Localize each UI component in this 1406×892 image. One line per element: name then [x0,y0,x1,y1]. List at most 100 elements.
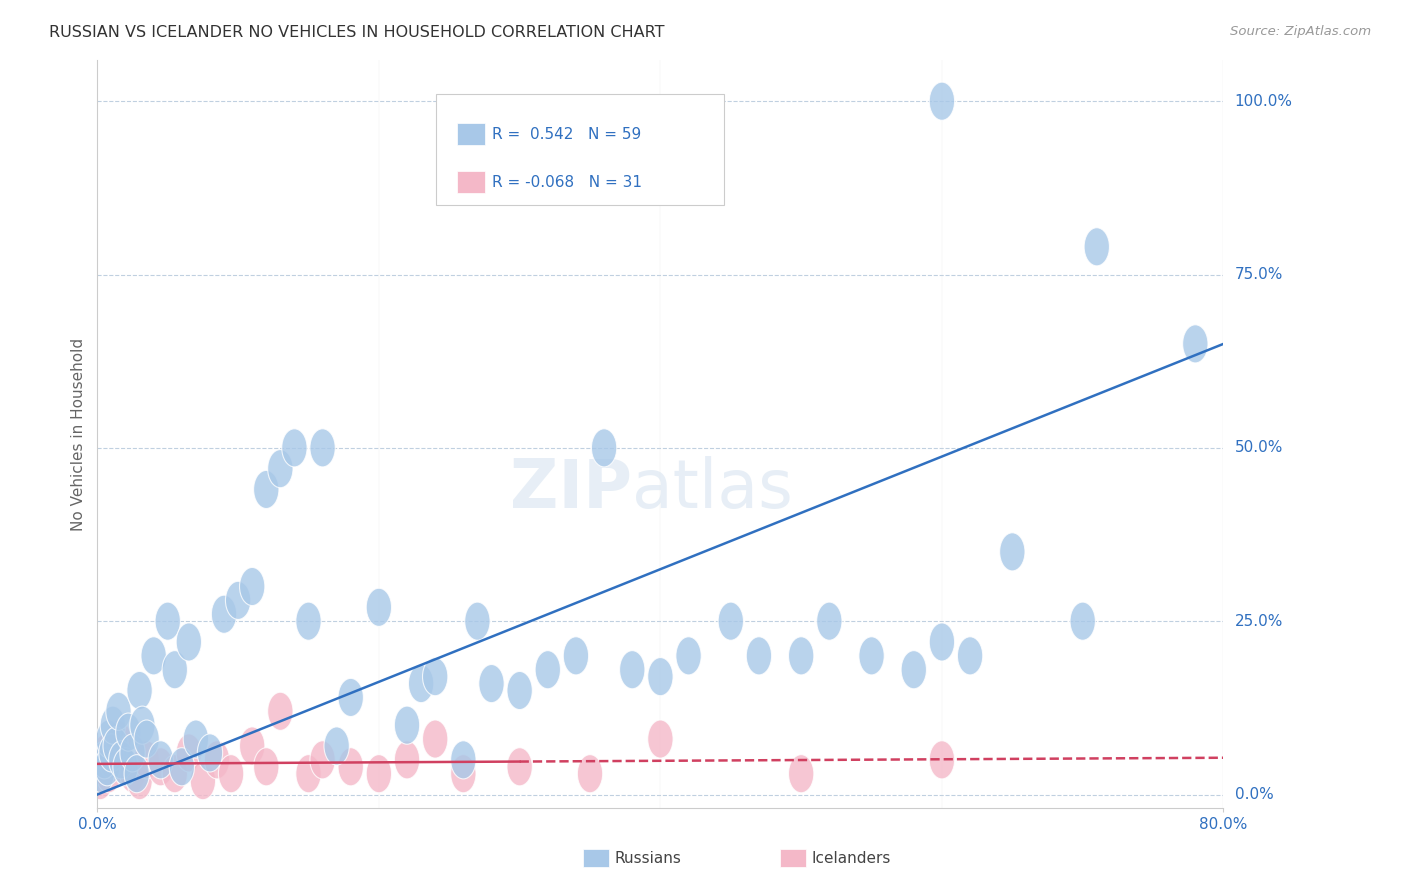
Ellipse shape [620,650,645,689]
Y-axis label: No Vehicles in Household: No Vehicles in Household [72,337,86,531]
Ellipse shape [479,665,505,703]
Ellipse shape [592,429,617,467]
Ellipse shape [204,740,229,779]
Ellipse shape [91,740,117,779]
Ellipse shape [96,720,121,758]
Ellipse shape [1070,602,1095,640]
Ellipse shape [120,734,145,772]
Ellipse shape [90,747,115,786]
Text: atlas: atlas [633,457,793,523]
Ellipse shape [218,755,243,793]
Text: Russians: Russians [614,851,682,865]
Ellipse shape [323,727,349,765]
Ellipse shape [676,637,702,675]
Ellipse shape [127,672,152,709]
Ellipse shape [578,755,603,793]
Ellipse shape [295,755,321,793]
Text: R =  0.542   N = 59: R = 0.542 N = 59 [492,127,641,142]
Text: 50.0%: 50.0% [1234,441,1282,455]
Ellipse shape [253,470,278,508]
Ellipse shape [718,602,744,640]
Ellipse shape [337,747,363,786]
Text: 0.0%: 0.0% [1234,787,1274,802]
Ellipse shape [93,734,118,772]
Ellipse shape [176,734,201,772]
Ellipse shape [408,665,434,703]
Text: RUSSIAN VS ICELANDER NO VEHICLES IN HOUSEHOLD CORRELATION CHART: RUSSIAN VS ICELANDER NO VEHICLES IN HOUS… [49,25,665,40]
Ellipse shape [337,679,363,716]
Ellipse shape [747,637,772,675]
Ellipse shape [148,740,173,779]
Ellipse shape [295,602,321,640]
Ellipse shape [103,727,128,765]
Text: R = -0.068   N = 31: R = -0.068 N = 31 [492,175,643,190]
Ellipse shape [98,740,124,779]
Text: 75.0%: 75.0% [1234,267,1282,282]
Ellipse shape [100,706,125,744]
Ellipse shape [183,720,208,758]
Text: Icelanders: Icelanders [811,851,890,865]
Ellipse shape [239,567,264,606]
Ellipse shape [197,734,222,772]
Ellipse shape [1000,533,1025,571]
Text: 25.0%: 25.0% [1234,614,1282,629]
Ellipse shape [423,657,449,696]
Ellipse shape [112,747,138,786]
Ellipse shape [176,623,201,661]
Ellipse shape [253,747,278,786]
Ellipse shape [141,637,166,675]
Ellipse shape [115,713,141,751]
Ellipse shape [124,755,149,793]
Ellipse shape [648,657,673,696]
Ellipse shape [96,755,121,793]
Ellipse shape [957,637,983,675]
Text: 100.0%: 100.0% [1234,94,1292,109]
Ellipse shape [508,747,533,786]
Ellipse shape [134,740,159,779]
Ellipse shape [789,755,814,793]
Ellipse shape [366,755,391,793]
Ellipse shape [129,706,155,744]
Ellipse shape [423,720,449,758]
Ellipse shape [394,706,420,744]
Ellipse shape [120,755,145,793]
Ellipse shape [105,692,131,731]
Ellipse shape [89,755,114,793]
Ellipse shape [366,588,391,626]
Ellipse shape [309,429,335,467]
Ellipse shape [98,734,124,772]
Ellipse shape [451,755,477,793]
Ellipse shape [225,582,250,619]
Ellipse shape [281,429,307,467]
Ellipse shape [929,82,955,120]
Ellipse shape [394,740,420,779]
Ellipse shape [1182,325,1208,363]
Ellipse shape [87,762,112,800]
Ellipse shape [508,672,533,709]
Ellipse shape [162,755,187,793]
Ellipse shape [112,747,138,786]
Ellipse shape [309,740,335,779]
Ellipse shape [929,740,955,779]
Ellipse shape [451,740,477,779]
Ellipse shape [536,650,561,689]
Text: ZIP: ZIP [510,457,633,523]
Ellipse shape [239,727,264,765]
Ellipse shape [929,623,955,661]
Text: Source: ZipAtlas.com: Source: ZipAtlas.com [1230,25,1371,38]
Ellipse shape [190,762,215,800]
Ellipse shape [859,637,884,675]
Ellipse shape [162,650,187,689]
Ellipse shape [564,637,589,675]
Ellipse shape [108,740,134,779]
Ellipse shape [648,720,673,758]
Ellipse shape [267,692,292,731]
Ellipse shape [148,747,173,786]
Ellipse shape [817,602,842,640]
Ellipse shape [789,637,814,675]
Ellipse shape [1084,227,1109,266]
Ellipse shape [155,602,180,640]
Ellipse shape [127,762,152,800]
Ellipse shape [134,720,159,758]
Ellipse shape [105,720,131,758]
